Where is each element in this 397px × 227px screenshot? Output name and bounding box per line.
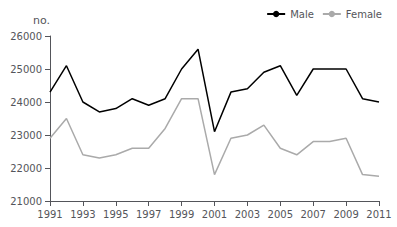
svg-text:1999: 1999: [169, 209, 194, 220]
svg-text:1997: 1997: [136, 209, 161, 220]
svg-text:2001: 2001: [202, 209, 227, 220]
svg-text:1991: 1991: [37, 209, 62, 220]
svg-text:22000: 22000: [10, 163, 42, 174]
svg-text:Female: Female: [346, 9, 382, 20]
svg-text:26000: 26000: [10, 31, 42, 42]
svg-text:no.: no.: [33, 14, 50, 27]
svg-text:1995: 1995: [103, 209, 128, 220]
svg-text:21000: 21000: [10, 196, 42, 207]
svg-text:2007: 2007: [300, 209, 325, 220]
svg-text:2011: 2011: [366, 209, 391, 220]
svg-text:Male: Male: [290, 9, 314, 20]
svg-text:1993: 1993: [70, 209, 95, 220]
svg-text:23000: 23000: [10, 130, 42, 141]
svg-text:2005: 2005: [268, 209, 293, 220]
svg-text:25000: 25000: [10, 64, 42, 75]
svg-text:24000: 24000: [10, 97, 42, 108]
svg-text:2003: 2003: [235, 209, 260, 220]
svg-text:2009: 2009: [333, 209, 358, 220]
